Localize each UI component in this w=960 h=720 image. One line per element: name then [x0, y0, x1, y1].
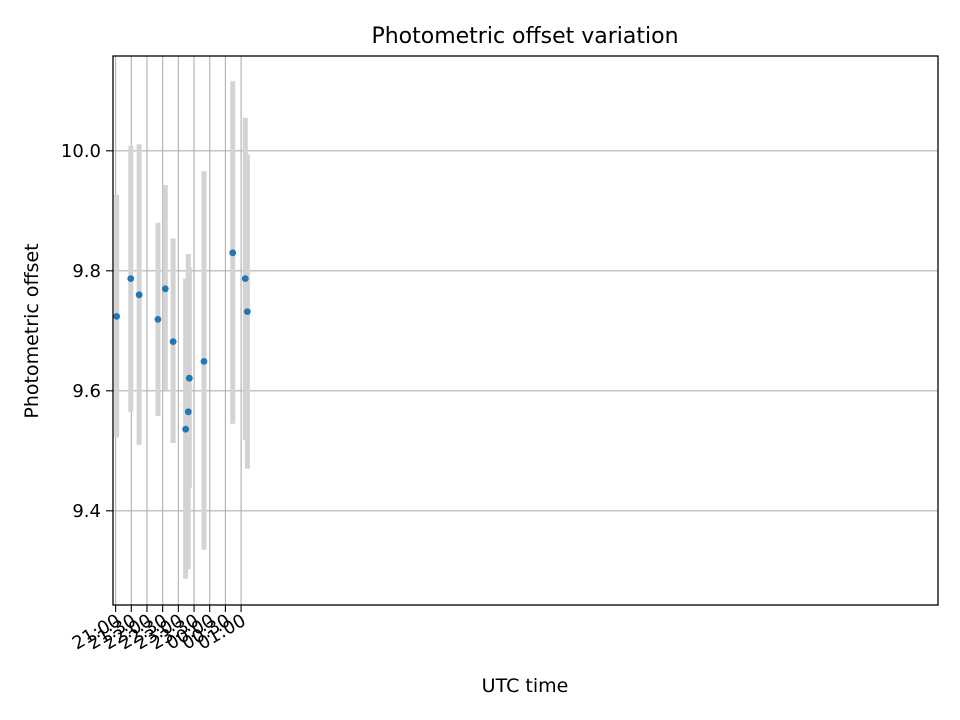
y-tick-label: 9.8: [72, 261, 101, 282]
data-point: [184, 408, 192, 416]
y-tick-label: 10.0: [61, 141, 101, 162]
data-point: [161, 285, 169, 293]
y-axis-label: Photometric offset: [21, 243, 43, 418]
x-axis-ticks: 21:0021:3022:0022:3023:0023:3000:0000:30…: [69, 605, 250, 654]
data-point: [185, 374, 193, 382]
x-axis-label: UTC time: [482, 675, 569, 697]
data-point: [182, 425, 190, 433]
data-point: [135, 291, 143, 299]
grid-lines: [113, 56, 938, 605]
error-bars: [114, 81, 250, 579]
data-point: [200, 358, 208, 365]
y-tick-label: 9.4: [72, 501, 101, 522]
chart-title: Photometric offset variation: [371, 24, 678, 49]
data-point: [243, 308, 251, 315]
data-point: [127, 275, 135, 282]
data-point: [154, 316, 162, 323]
plot-frame: [112, 55, 939, 606]
data-point: [113, 313, 121, 320]
y-axis-ticks: 9.4 9.6 9.8 10.0: [61, 141, 113, 522]
data-point: [241, 275, 249, 282]
y-tick-label: 9.6: [72, 381, 101, 402]
data-points: [113, 249, 251, 433]
data-point: [229, 249, 237, 257]
data-point: [169, 338, 177, 345]
